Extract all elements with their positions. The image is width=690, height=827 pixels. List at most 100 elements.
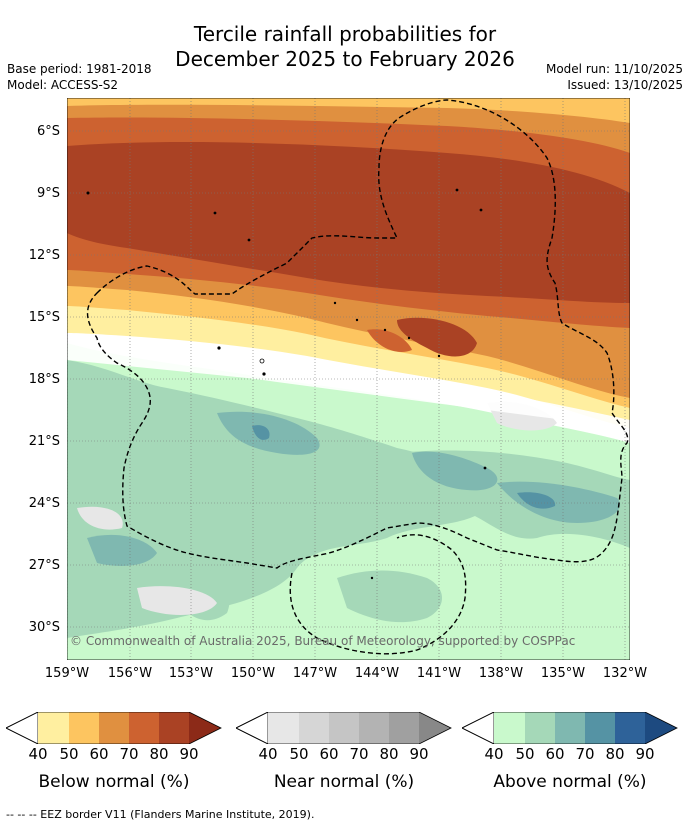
island-marker (407, 336, 411, 340)
island-marker (355, 318, 359, 322)
below-tick-40: 40 (28, 745, 48, 763)
colorbar-swatch (329, 712, 359, 744)
island-marker (383, 328, 387, 332)
below-tick-90: 90 (179, 745, 199, 763)
island-marker (259, 358, 265, 364)
island-marker (370, 576, 374, 580)
lon-label-141w: 141°W (416, 666, 462, 681)
colorbar-swatch (99, 712, 129, 744)
below-normal-colorbar (6, 712, 222, 744)
lon-label-156w: 156°W (107, 666, 153, 681)
model-text: Model: ACCESS-S2 (7, 78, 119, 92)
above-tick-80: 80 (605, 745, 625, 763)
above-tick-70: 70 (575, 745, 595, 763)
near-tick-80: 80 (379, 745, 399, 763)
colorbar-swatch (129, 712, 159, 744)
above-normal-60-southeast-region (497, 481, 621, 523)
above-normal-50-southeast-region (337, 570, 442, 623)
colorbar-swatch (159, 712, 189, 744)
colorbar-min-arrow (236, 712, 269, 744)
colorbar-min-arrow (462, 712, 495, 744)
lat-label-9s: 9°S (36, 186, 60, 201)
base-period-text: Base period: 1981-2018 (7, 62, 152, 76)
island-marker (483, 466, 487, 470)
colorbar-swatch (555, 712, 585, 744)
near-normal-southwest-region (137, 586, 217, 615)
near-normal-label: Near normal (%) (273, 772, 415, 792)
lat-label-6s: 6°S (36, 124, 60, 139)
islands (86, 188, 487, 580)
colorbar-swatch (585, 712, 615, 744)
title-line-2: December 2025 to February 2026 (175, 47, 515, 71)
lat-label-18s: 18°S (28, 372, 60, 387)
rainfall-probability-map (67, 98, 630, 660)
above-normal-50-region (67, 360, 487, 638)
colorbar-max-arrow (419, 712, 451, 744)
below-normal-80-band (67, 142, 630, 303)
colorbar-swatch (525, 712, 555, 744)
lon-label-147w: 147°W (292, 666, 338, 681)
lat-label-24s: 24°S (28, 496, 60, 511)
colorbar-swatch (38, 712, 69, 744)
near-tick-50: 50 (289, 745, 309, 763)
above-normal-60-south-region (87, 534, 157, 566)
colorbar-swatch (389, 712, 419, 744)
lon-label-150w: 150°W (230, 666, 276, 681)
above-normal-colorbar (462, 712, 678, 744)
island-marker (437, 354, 441, 358)
near-tick-90: 90 (409, 745, 429, 763)
colorbar-max-arrow (189, 712, 221, 744)
meta-left: Base period: 1981-2018 Model: ACCESS-S2 (7, 61, 152, 93)
colorbar-swatch (69, 712, 99, 744)
near-normal-south-region (77, 506, 123, 530)
island-marker (213, 211, 217, 215)
island-marker (333, 301, 337, 305)
near-tick-70: 70 (349, 745, 369, 763)
meta-right: Model run: 11/10/2025 Issued: 13/10/2025 (546, 61, 683, 93)
below-tick-60: 60 (89, 745, 109, 763)
island-marker (479, 208, 483, 212)
above-tick-50: 50 (515, 745, 535, 763)
above-tick-60: 60 (545, 745, 565, 763)
below-tick-70: 70 (119, 745, 139, 763)
below-tick-80: 80 (149, 745, 169, 763)
below-normal-label: Below normal (%) (38, 772, 190, 792)
above-normal-60-east-region (412, 451, 498, 491)
lon-label-132w: 132°W (602, 666, 648, 681)
below-normal-80-south-lobe (397, 317, 477, 357)
issued-text: Issued: 13/10/2025 (567, 78, 683, 92)
no-dominant-tercile-gap (67, 343, 630, 428)
near-normal-colorbar (236, 712, 452, 744)
gridlines (67, 98, 630, 660)
model-run-text: Model run: 11/10/2025 (545, 62, 683, 76)
colorbar-swatch (359, 712, 389, 744)
colorbar-swatch (494, 712, 525, 744)
lon-label-135w: 135°W (540, 666, 586, 681)
near-tick-60: 60 (319, 745, 339, 763)
above-normal-70-region (252, 425, 270, 440)
lon-label-138w: 138°W (478, 666, 524, 681)
below-tick-50: 50 (59, 745, 79, 763)
island-marker (217, 346, 221, 350)
map-title: Tercile rainfall probabilities for Decem… (0, 22, 690, 72)
lat-label-12s: 12°S (28, 248, 60, 263)
eez-border-cook-islands (86, 99, 629, 569)
eez-border-pitcairn (289, 534, 467, 655)
island-marker (262, 372, 266, 376)
eez-footnote: -- -- -- EEZ border V11 (Flanders Marine… (6, 808, 315, 821)
lat-label-15s: 15°S (28, 310, 60, 325)
lat-label-21s: 21°S (28, 434, 60, 449)
title-line-1: Tercile rainfall probabilities for (193, 22, 497, 46)
colorbar-swatch (299, 712, 329, 744)
colorbar-max-arrow (645, 712, 677, 744)
lat-label-27s: 27°S (28, 558, 60, 573)
colorbar-swatch (615, 712, 645, 744)
above-tick-90: 90 (635, 745, 655, 763)
lon-label-159w: 159°W (44, 666, 90, 681)
below-normal-70-south-lobe (367, 329, 412, 352)
island-marker (86, 191, 90, 195)
island-marker (247, 238, 251, 242)
above-tick-40: 40 (484, 745, 504, 763)
above-normal-label: Above normal (%) (493, 772, 647, 792)
above-normal-70-east-region (517, 492, 556, 509)
